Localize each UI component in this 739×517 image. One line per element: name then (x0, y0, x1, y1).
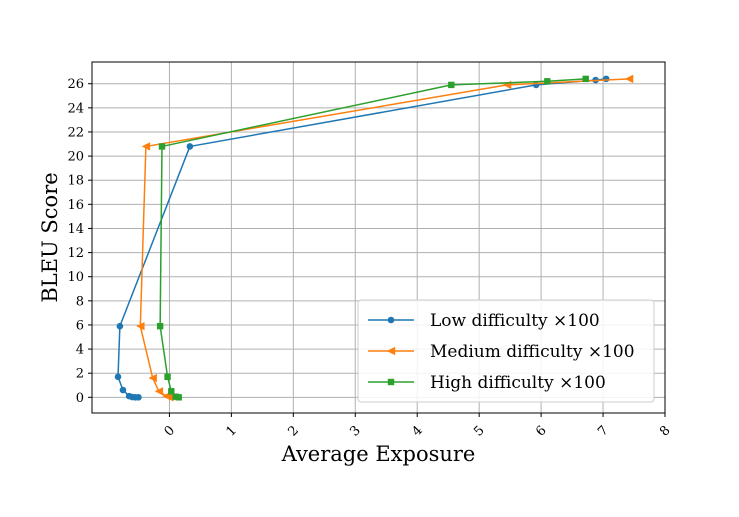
legend-marker-medium (386, 346, 396, 356)
data-point-high (168, 388, 175, 395)
data-point-high (156, 322, 164, 330)
y-tick-label: 2 (76, 367, 84, 382)
y-tick-label: 16 (67, 198, 84, 213)
y-tick-label: 8 (76, 294, 84, 309)
data-point-medium (165, 393, 174, 402)
data-point-low (186, 143, 194, 150)
data-point-medium (136, 321, 145, 331)
data-point-low (119, 386, 127, 394)
y-tick-label: 18 (67, 174, 84, 189)
y-tick-label: 20 (67, 150, 84, 165)
data-point-medium (148, 373, 157, 383)
data-point-low (602, 75, 610, 83)
data-point-low (135, 394, 142, 401)
legend-marker-low (387, 316, 395, 324)
legend-label-low: Low difficulty ×100 (430, 311, 600, 331)
legend-marker-medium (386, 346, 396, 356)
series-medium (136, 74, 634, 402)
y-tick-label: 26 (67, 77, 84, 92)
data-point-medium (154, 387, 164, 396)
legend-label-medium: Medium difficulty ×100 (430, 342, 635, 362)
y-tick-label: 14 (67, 222, 84, 237)
data-point-high (582, 75, 589, 83)
legend-marker-high (387, 378, 395, 386)
y-tick-label: 12 (67, 246, 84, 261)
data-point-high (158, 143, 166, 150)
y-axis-label: BLEU Score (38, 172, 62, 302)
y-tick-label: 6 (76, 318, 84, 333)
x-axis-label: Average Exposure (281, 442, 476, 466)
legend-box (357, 299, 655, 403)
y-tick-label: 24 (67, 101, 84, 116)
data-point-high (544, 78, 551, 85)
data-point-high (175, 394, 182, 401)
data-point-medium (141, 142, 151, 151)
y-tick-label: 22 (67, 125, 84, 140)
data-point-medium (624, 74, 634, 84)
legend-label-high: High difficulty ×100 (430, 373, 606, 393)
legend-marker-high (387, 378, 395, 386)
series-layer (114, 74, 634, 402)
data-point-low (532, 81, 540, 89)
data-point-low (116, 322, 124, 330)
y-tick-label: 0 (76, 391, 84, 406)
legend-marker-low (387, 316, 395, 324)
data-point-low (114, 373, 122, 381)
legend: Low difficulty ×100 Medium difficulty ×1… (357, 299, 655, 403)
plot-frame (91, 61, 666, 414)
series-high (156, 75, 589, 401)
y-tick-label: 10 (67, 270, 84, 285)
y-tick-label: 4 (76, 343, 84, 358)
data-point-high (164, 373, 171, 381)
data-point-high (448, 81, 455, 89)
